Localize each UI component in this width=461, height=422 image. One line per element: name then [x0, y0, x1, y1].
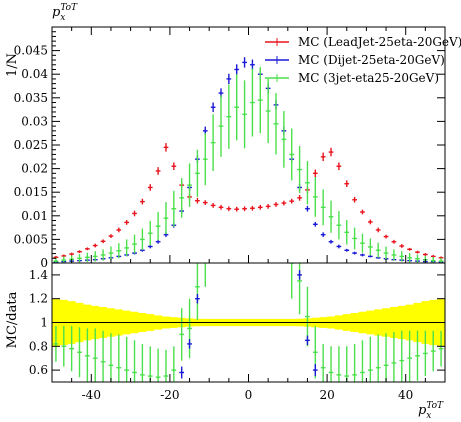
legend-entry-leadjet: MC (LeadJet-25eta-20GeV)	[265, 35, 461, 49]
ratio-ytick-label-1: 0.8	[29, 339, 48, 353]
y-axis-title-ratio: MC/data	[5, 291, 20, 348]
ratio-panel-frame	[51, 262, 446, 383]
main-ytick-label-3: 0.015	[14, 185, 48, 199]
legend-entry-dijet: MC (Dijet-25eta-20GeV)	[265, 53, 445, 67]
main-data-layer	[53, 57, 444, 263]
y-axis-title-main: 1/N	[5, 53, 20, 77]
x-tick-label-0: -40	[82, 388, 101, 402]
main-ytick-label-1: 0.005	[14, 232, 48, 246]
x-tick-label-3: 20	[319, 388, 334, 402]
main-y-ticks: 0 0.005 0.01 0.015 0.02 0.025 0.03 0.035 0.04 0.0…	[14, 31, 445, 270]
ratio-x-ticks: -40 -20 0 20 40	[51, 374, 446, 402]
ratio-y-ticks: 0.6 0.8 1 1.2 1.4	[29, 268, 445, 377]
top-axis-label: pToT x	[52, 3, 78, 23]
x-tick-label-1: -20	[160, 388, 179, 402]
ratio-ytick-label-3: 1.2	[29, 292, 48, 306]
main-ytick-label-2: 0.01	[21, 209, 48, 223]
main-ytick-label-8: 0.04	[21, 67, 48, 81]
main-ytick-label-6: 0.03	[21, 114, 48, 128]
legend-label-dijet: MC (Dijet-25eta-20GeV)	[298, 53, 445, 67]
legend-label-leadjet: MC (LeadJet-25eta-20GeV)	[298, 35, 461, 49]
legend-label-3jet: MC (3jet-eta25-20GeV)	[298, 71, 439, 85]
x-axis-title: pToT x	[418, 401, 444, 421]
main-ytick-label-0: 0	[40, 256, 48, 270]
main-ytick-label-9: 0.045	[14, 44, 48, 58]
legend: MC (LeadJet-25eta-20GeV) MC (Dijet-25eta…	[265, 35, 461, 85]
x-tick-label-2: 0	[245, 388, 253, 402]
ratio-panel: 0.6 0.8 1 1.2 1.4 -40 -20 0 20 40	[29, 262, 446, 402]
main-panel: 0 0.005 0.01 0.015 0.02 0.025 0.03 0.035 0.04 0.0…	[14, 26, 446, 270]
main-ytick-label-5: 0.025	[14, 138, 48, 152]
main-ytick-label-4: 0.02	[21, 162, 48, 176]
ratio-ytick-label-4: 1.4	[29, 268, 48, 282]
x-tick-label-4: 40	[398, 388, 413, 402]
main-ytick-label-7: 0.035	[14, 91, 48, 105]
ratio-data-layer	[53, 263, 444, 382]
ratio-ytick-label-0: 0.6	[29, 363, 48, 377]
ratio-ytick-label-2: 1	[40, 316, 48, 330]
legend-entry-3jet: MC (3jet-eta25-20GeV)	[265, 71, 439, 85]
